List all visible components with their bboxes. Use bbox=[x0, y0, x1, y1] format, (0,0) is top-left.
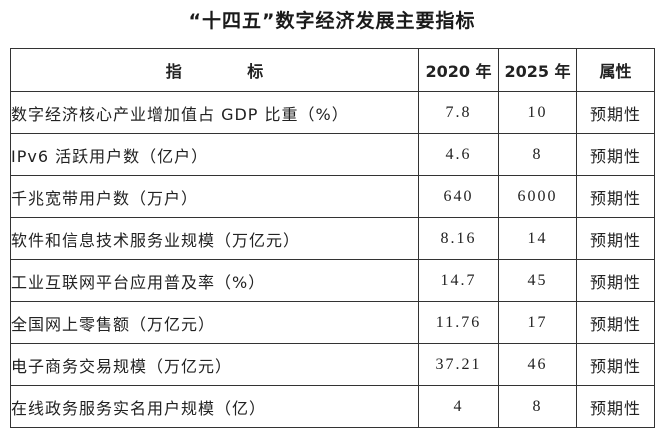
attribute-cell: 预期性 bbox=[576, 217, 655, 260]
attribute-cell: 预期性 bbox=[576, 343, 655, 386]
value-2020-cell: 14.7 bbox=[418, 259, 499, 302]
table-row: IPv6 活跃用户数（亿户） 4.6 8 预期性 bbox=[10, 133, 655, 176]
table-row: 数字经济核心产业增加值占 GDP 比重（%） 7.8 10 预期性 bbox=[10, 91, 655, 134]
value-2025-cell: 46 bbox=[498, 343, 577, 386]
attribute-cell: 预期性 bbox=[576, 175, 655, 218]
value-2025-cell: 6000 bbox=[498, 175, 577, 218]
indicator-cell: 全国网上零售额（万亿元） bbox=[10, 301, 419, 344]
table-row: 千兆宽带用户数（万户） 640 6000 预期性 bbox=[10, 175, 655, 218]
value-2020-cell: 640 bbox=[418, 175, 499, 218]
document-title: “十四五”数字经济发展主要指标 bbox=[188, 10, 476, 32]
indicator-cell: 工业互联网平台应用普及率（%） bbox=[10, 259, 419, 302]
value-2025-cell: 17 bbox=[498, 301, 577, 344]
value-2025-cell: 8 bbox=[498, 133, 577, 176]
value-2020-cell: 4.6 bbox=[418, 133, 499, 176]
attribute-cell: 预期性 bbox=[576, 385, 655, 428]
indicator-cell: IPv6 活跃用户数（亿户） bbox=[10, 133, 419, 176]
attribute-cell: 预期性 bbox=[576, 133, 655, 176]
table-row: 全国网上零售额（万亿元） 11.76 17 预期性 bbox=[10, 301, 655, 344]
indicator-cell: 软件和信息技术服务业规模（万亿元） bbox=[10, 217, 419, 260]
header-year-2020: 2020 年 bbox=[418, 48, 499, 92]
table-row: 电子商务交易规模（万亿元） 37.21 46 预期性 bbox=[10, 343, 655, 386]
value-2025-cell: 10 bbox=[498, 91, 577, 134]
indicator-cell: 在线政务服务实名用户规模（亿） bbox=[10, 385, 419, 428]
table-row: 工业互联网平台应用普及率（%） 14.7 45 预期性 bbox=[10, 259, 655, 302]
attribute-cell: 预期性 bbox=[576, 259, 655, 302]
value-2025-cell: 8 bbox=[498, 385, 577, 428]
indicator-cell: 电子商务交易规模（万亿元） bbox=[10, 343, 419, 386]
header-year-2025: 2025 年 bbox=[498, 48, 577, 92]
indicators-table: 指 标 2020 年 2025 年 属性 数字经济核心产业增加值占 GDP 比重… bbox=[10, 48, 655, 428]
table-row: 在线政务服务实名用户规模（亿） 4 8 预期性 bbox=[10, 385, 655, 428]
table-header-row: 指 标 2020 年 2025 年 属性 bbox=[10, 48, 655, 92]
value-2020-cell: 37.21 bbox=[418, 343, 499, 386]
header-indicator: 指 标 bbox=[10, 48, 419, 92]
value-2020-cell: 4 bbox=[418, 385, 499, 428]
indicator-cell: 数字经济核心产业增加值占 GDP 比重（%） bbox=[10, 91, 419, 134]
attribute-cell: 预期性 bbox=[576, 301, 655, 344]
value-2025-cell: 14 bbox=[498, 217, 577, 260]
attribute-cell: 预期性 bbox=[576, 91, 655, 134]
table-row: 软件和信息技术服务业规模（万亿元） 8.16 14 预期性 bbox=[10, 217, 655, 260]
value-2025-cell: 45 bbox=[498, 259, 577, 302]
value-2020-cell: 7.8 bbox=[418, 91, 499, 134]
indicator-cell: 千兆宽带用户数（万户） bbox=[10, 175, 419, 218]
value-2020-cell: 11.76 bbox=[418, 301, 499, 344]
value-2020-cell: 8.16 bbox=[418, 217, 499, 260]
header-attribute: 属性 bbox=[576, 48, 655, 92]
